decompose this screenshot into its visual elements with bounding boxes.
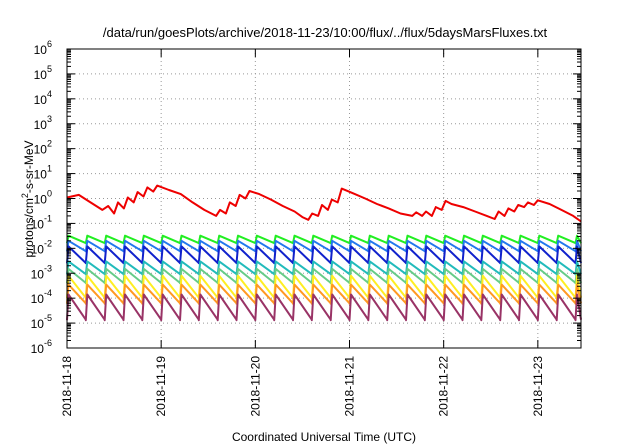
y-axis-label-base: protons/cm [22, 198, 36, 257]
series-line-9 [66, 293, 582, 322]
x-axis: 2018-11-18 2018-11-19 2018-11-20 2018-11-21… [60, 49, 545, 417]
y-tick-exponent: -4 [44, 288, 52, 298]
x-axis-label: Coordinated Universal Time (UTC) [232, 430, 416, 444]
y-tick-exponent: 4 [47, 89, 52, 99]
x-tick-label: 2018-11-19 [154, 356, 168, 417]
y-tick-base: 10 [31, 317, 45, 331]
y-tick-label: 100 [34, 189, 52, 207]
y-tick-label: 103 [34, 114, 52, 132]
y-tick-exponent: -6 [44, 338, 52, 348]
y-tick-base: 10 [31, 267, 45, 281]
x-tick-label: 2018-11-18 [60, 356, 74, 417]
series-group [66, 184, 582, 322]
y-tick-exponent: 1 [47, 164, 52, 174]
y-axis-label-sup: 2 [20, 193, 30, 198]
series-line-4 [66, 245, 582, 265]
chart-title: /data/run/goesPlots/archive/2018-11-23/1… [103, 25, 548, 40]
y-tick-base: 10 [31, 242, 45, 256]
series-line-1 [66, 184, 582, 223]
y-axis: 10-610-510-410-310-210-11001011021031041… [31, 39, 581, 356]
y-tick-exponent: -5 [44, 313, 52, 323]
y-tick-exponent: 6 [47, 39, 52, 49]
y-tick-base: 10 [34, 143, 48, 157]
y-tick-base: 10 [34, 43, 48, 57]
y-axis-label-rest: -s-sr-MeV [22, 140, 36, 193]
y-tick-exponent: 3 [47, 114, 52, 124]
y-tick-label: 10-4 [31, 288, 52, 306]
x-tick-label: 2018-11-21 [343, 356, 357, 417]
x-tick-label: 2018-11-23 [531, 356, 545, 417]
y-tick-base: 10 [34, 193, 48, 207]
y-tick-label: 10-5 [31, 313, 52, 331]
y-tick-base: 10 [34, 168, 48, 182]
y-tick-label: 106 [34, 39, 52, 57]
y-tick-base: 10 [34, 118, 48, 132]
y-tick-label: 101 [34, 164, 52, 182]
y-tick-label: 10-2 [31, 238, 52, 256]
y-tick-label: 105 [34, 64, 52, 82]
y-tick-base: 10 [34, 93, 48, 107]
series-line-2 [66, 234, 582, 245]
y-tick-label: 10-1 [31, 213, 52, 231]
y-tick-exponent: 0 [47, 189, 52, 199]
y-tick-exponent: -3 [44, 263, 52, 273]
y-tick-exponent: 2 [47, 139, 52, 149]
y-tick-exponent: -2 [44, 238, 52, 248]
y-tick-label: 102 [34, 139, 52, 157]
y-tick-label: 10-6 [31, 338, 52, 356]
y-tick-label: 104 [34, 89, 52, 107]
y-tick-base: 10 [31, 342, 45, 356]
y-tick-label: 10-3 [31, 263, 52, 281]
y-tick-base: 10 [31, 292, 45, 306]
y-tick-base: 10 [34, 68, 48, 82]
x-tick-label: 2018-11-22 [437, 356, 451, 417]
y-tick-exponent: 5 [47, 64, 52, 74]
x-tick-label: 2018-11-20 [248, 356, 262, 417]
y-axis-label: protons/cm2-s-sr-MeV [20, 140, 36, 257]
y-tick-exponent: -1 [44, 213, 52, 223]
y-tick-base: 10 [31, 217, 45, 231]
